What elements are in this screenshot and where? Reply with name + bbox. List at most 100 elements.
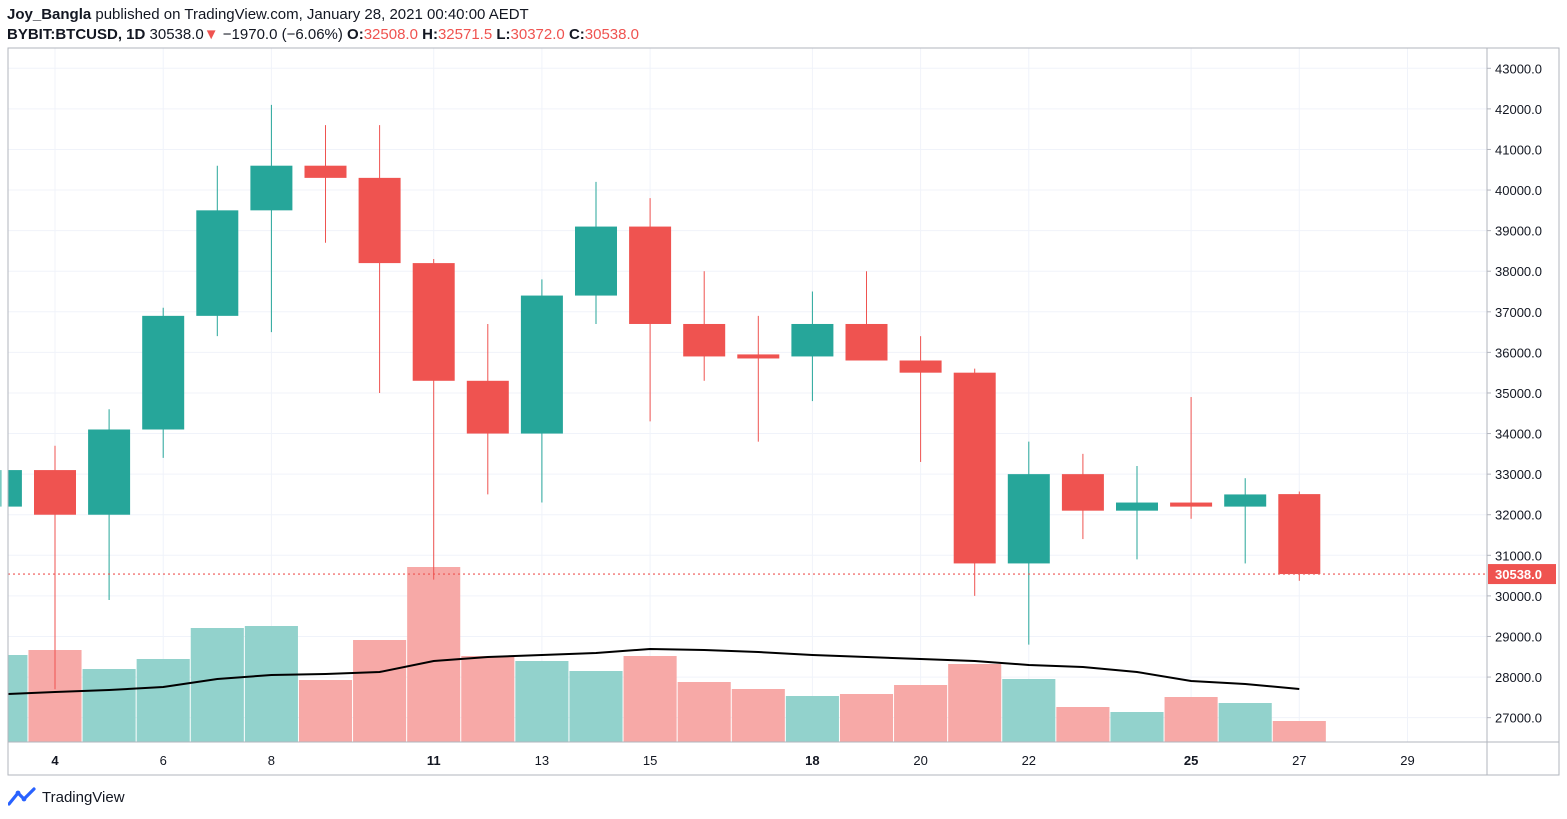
volume-bar: [1056, 707, 1110, 742]
time-tick-label: 15: [643, 753, 657, 768]
volume-bar: [731, 689, 785, 742]
volume-bar: [1110, 712, 1164, 742]
price-label: 30538.0: [1495, 567, 1542, 582]
volume-bar: [677, 682, 731, 742]
volume-bar: [1272, 721, 1326, 742]
price-tick-label: 38000.0: [1495, 264, 1542, 279]
candle: [196, 165, 239, 337]
chart-frame: [7, 47, 1560, 776]
volume-bar: [515, 661, 569, 742]
time-tick-label: 29: [1400, 753, 1414, 768]
price-tick-label: 36000.0: [1495, 345, 1542, 360]
candle-body: [845, 323, 888, 361]
candle: [0, 470, 22, 507]
candle-body: [791, 323, 834, 357]
volume-bar: [407, 567, 461, 742]
candlesticks: [0, 104, 1321, 690]
volume-bar: [8, 655, 28, 742]
volume-bar: [569, 671, 623, 742]
candle-body: [466, 380, 509, 434]
candle-body: [88, 429, 131, 515]
down-arrow-icon: ▼: [203, 26, 219, 43]
price-tick-label: 35000.0: [1495, 386, 1542, 401]
candle-body: [1170, 502, 1213, 507]
candle-body: [1278, 494, 1321, 575]
price-tick-label: 28000.0: [1495, 670, 1542, 685]
candle-body: [520, 295, 563, 434]
candle: [683, 271, 726, 381]
candle: [466, 323, 509, 495]
candle-body: [737, 354, 780, 359]
volume-bar: [1002, 679, 1056, 742]
time-tick-label: 11: [427, 753, 441, 768]
candle: [629, 198, 672, 422]
candle-body: [575, 226, 617, 296]
candle: [899, 336, 942, 462]
volume-bar: [353, 640, 407, 742]
high-value: 32571.5: [437, 26, 493, 43]
volume-bar: [298, 680, 353, 742]
time-tick-label: 22: [1022, 753, 1036, 768]
candle-body: [304, 165, 347, 178]
candle: [1116, 466, 1158, 560]
candle-body: [358, 177, 401, 264]
tradingview-logo-icon: [8, 787, 36, 806]
time-tick-label: 6: [160, 753, 167, 768]
candle: [953, 368, 996, 596]
price-tick-label: 42000.0: [1495, 102, 1542, 117]
price-tick-label: 31000.0: [1495, 548, 1542, 563]
candle-body: [34, 470, 76, 515]
candle: [412, 259, 455, 580]
volume-bar: [190, 628, 244, 742]
candle-body: [196, 210, 239, 316]
candle-body: [1224, 494, 1267, 507]
volume-bar: [1164, 697, 1218, 742]
volume-bar: [948, 664, 1002, 742]
volume-ma-line: [7, 647, 1300, 695]
candle: [737, 315, 780, 442]
time-tick-label: 27: [1292, 753, 1306, 768]
low-value: 30372.0: [510, 26, 565, 43]
candle-body: [8, 470, 22, 507]
price-tick-label: 29000.0: [1495, 629, 1542, 644]
volume-bar: [623, 656, 677, 742]
candle: [304, 125, 347, 243]
price-tick-label: 34000.0: [1495, 427, 1542, 442]
high-label: H:: [422, 26, 438, 43]
time-tick-label: 25: [1184, 753, 1198, 768]
price-tick-label: 33000.0: [1495, 467, 1542, 482]
candle-body: [1061, 474, 1104, 511]
candle: [845, 271, 888, 361]
ohlc-legend: BYBIT:BTCUSD, 1D 30538.0▼ −1970.0 (−6.06…: [7, 26, 639, 43]
publish-info: Joy_Bangla published on TradingView.com,…: [7, 6, 529, 23]
time-tick-label: 13: [535, 753, 549, 768]
price-tick-label: 41000.0: [1495, 142, 1542, 157]
volume-bar: [839, 694, 894, 742]
tradingview-brand: TradingView: [42, 788, 125, 806]
volume-bar: [82, 669, 136, 742]
last-price: 30538.0: [149, 26, 204, 43]
price-axis[interactable]: 27000.0 28000.0 29000.0 30000.0 31000.0 32000…: [1487, 61, 1542, 726]
candle-body: [250, 165, 293, 211]
price-tick-label: 43000.0: [1495, 61, 1542, 76]
time-axis[interactable]: 4 6 8 11 13 15 18 20 22 25 27 29: [51, 753, 1414, 768]
candle: [142, 307, 185, 458]
tradingview-footer[interactable]: TradingView: [8, 787, 125, 807]
time-tick-label: 4: [51, 753, 59, 768]
candle-body: [953, 372, 996, 564]
candle-body: [683, 323, 726, 357]
outer-frame: [7, 47, 1560, 776]
volume-bar: [461, 656, 515, 742]
price-tick-label: 39000.0: [1495, 224, 1542, 239]
candle-body: [1116, 502, 1158, 511]
price-change: −1970.0 (−6.06%): [222, 26, 343, 43]
candle: [520, 279, 563, 503]
author-name[interactable]: Joy_Bangla: [7, 6, 92, 23]
volume-bar: [136, 659, 190, 742]
published-text: published on TradingView.com, January 28…: [95, 6, 529, 23]
volume-ma-polyline: [7, 647, 1300, 695]
open-label: O:: [347, 26, 364, 43]
candle: [575, 181, 617, 324]
candle: [1224, 478, 1267, 564]
